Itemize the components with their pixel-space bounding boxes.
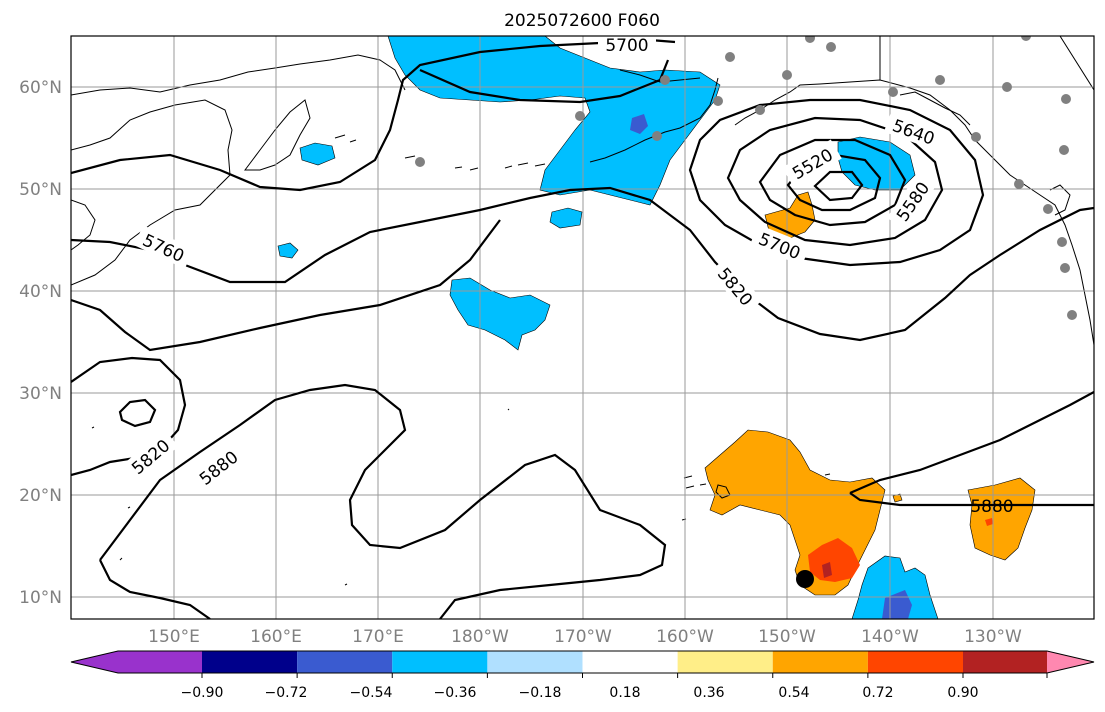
contour-label-5700-north: 5700 bbox=[605, 36, 648, 56]
colorbar-tick-labels: −0.90 −0.72 −0.54 −0.36 −0.18 0.18 0.36 … bbox=[181, 685, 979, 701]
lat-label-20n: 20°N bbox=[19, 486, 62, 506]
lat-label-40n: 40°N bbox=[19, 282, 62, 302]
strong-positive-anomaly bbox=[808, 538, 860, 582]
colorbar-segment bbox=[867, 651, 963, 673]
lon-label-180w: 180°W bbox=[451, 627, 509, 647]
colorbar-segment bbox=[487, 651, 583, 673]
latitude-labels: 60°N 50°N 40°N 30°N 20°N 10°N bbox=[19, 78, 62, 608]
colorbar-tick-label: 0.72 bbox=[862, 685, 893, 701]
lon-label-150w: 150°W bbox=[758, 627, 816, 647]
colorbar-tick-label: −0.36 bbox=[434, 685, 477, 701]
colorbar-segment bbox=[71, 651, 202, 673]
negative-anomaly-shading bbox=[277, 36, 939, 619]
colorbar-segment bbox=[582, 651, 678, 673]
lat-label-50n: 50°N bbox=[19, 180, 62, 200]
lon-label-150e: 150°E bbox=[148, 627, 200, 647]
station-markers bbox=[415, 36, 1077, 320]
colorbar-segment bbox=[1047, 651, 1094, 673]
colorbar-ticks bbox=[201, 673, 1048, 678]
colorbar-tick-label: 0.54 bbox=[778, 685, 809, 701]
colorbar-segment bbox=[963, 651, 1047, 673]
colorbar-segment bbox=[772, 651, 868, 673]
strong-positive-anomaly-east bbox=[985, 518, 993, 526]
coastlines bbox=[71, 36, 1094, 586]
height-contours bbox=[71, 38, 1094, 619]
colorbar-segment bbox=[202, 651, 298, 673]
colorbar-outline bbox=[70, 650, 1095, 674]
storm-center-marker bbox=[796, 570, 814, 588]
negative-core-anomaly bbox=[630, 114, 648, 134]
colorbar-tick-label: 0.90 bbox=[947, 685, 978, 701]
longitude-labels: 150°E 160°E 170°E 180°W 170°W 160°W 150°… bbox=[148, 627, 1022, 647]
colorbar-tick-label: −0.18 bbox=[519, 685, 562, 701]
graticule bbox=[71, 36, 1094, 619]
colorbar-tick-label: −0.72 bbox=[265, 685, 308, 701]
colorbar-tick-label: −0.90 bbox=[181, 685, 224, 701]
lon-label-170e: 170°E bbox=[352, 627, 404, 647]
lon-label-160w: 160°W bbox=[656, 627, 714, 647]
map-frame bbox=[70, 35, 1095, 620]
colorbar-tick-label: 0.36 bbox=[693, 685, 724, 701]
lat-label-30n: 30°N bbox=[19, 384, 62, 404]
colorbar-segment bbox=[392, 651, 488, 673]
colorbar-segment bbox=[297, 651, 393, 673]
map-title: 2025072600 F060 bbox=[504, 11, 660, 31]
colorbar-segment bbox=[677, 651, 773, 673]
colorbar-segments bbox=[71, 651, 1094, 673]
map-area: 5700 5640 5520 5580 5700 5760 5820 5820 … bbox=[71, 36, 1094, 619]
very-strong-positive-anomaly bbox=[822, 562, 832, 578]
lat-label-60n: 60°N bbox=[19, 78, 62, 98]
colorbar: −0.90 −0.72 −0.54 −0.36 −0.18 0.18 0.36 … bbox=[70, 650, 1095, 701]
lon-label-160e: 160°E bbox=[250, 627, 302, 647]
lon-label-140w: 140°W bbox=[861, 627, 919, 647]
lon-label-130w: 130°W bbox=[964, 627, 1022, 647]
colorbar-tick-label: 0.18 bbox=[609, 685, 640, 701]
contour-label-5880-east: 5880 bbox=[970, 497, 1013, 517]
colorbar-tick-label: −0.54 bbox=[350, 685, 393, 701]
lat-label-10n: 10°N bbox=[19, 588, 62, 608]
lon-label-170w: 170°W bbox=[554, 627, 612, 647]
